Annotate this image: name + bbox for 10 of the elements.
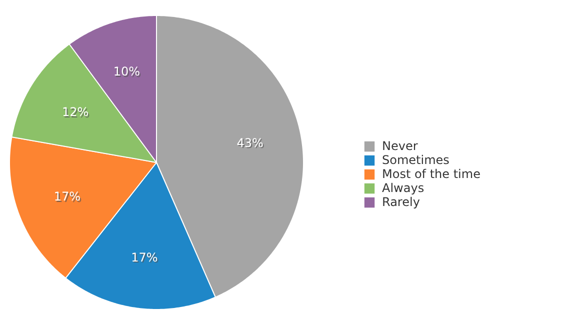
legend-label: Most of the time xyxy=(382,167,480,181)
legend-label: Always xyxy=(382,181,424,195)
data-label: 17% xyxy=(55,190,82,205)
data-label: 12% xyxy=(63,106,90,120)
data-label: 17% xyxy=(132,251,159,266)
legend-label: Sometimes xyxy=(382,153,450,167)
data-label: 10% xyxy=(114,66,142,80)
legend-label: Rarely xyxy=(382,195,420,209)
data-label: 43% xyxy=(238,137,265,152)
legend-label: Never xyxy=(382,139,418,153)
